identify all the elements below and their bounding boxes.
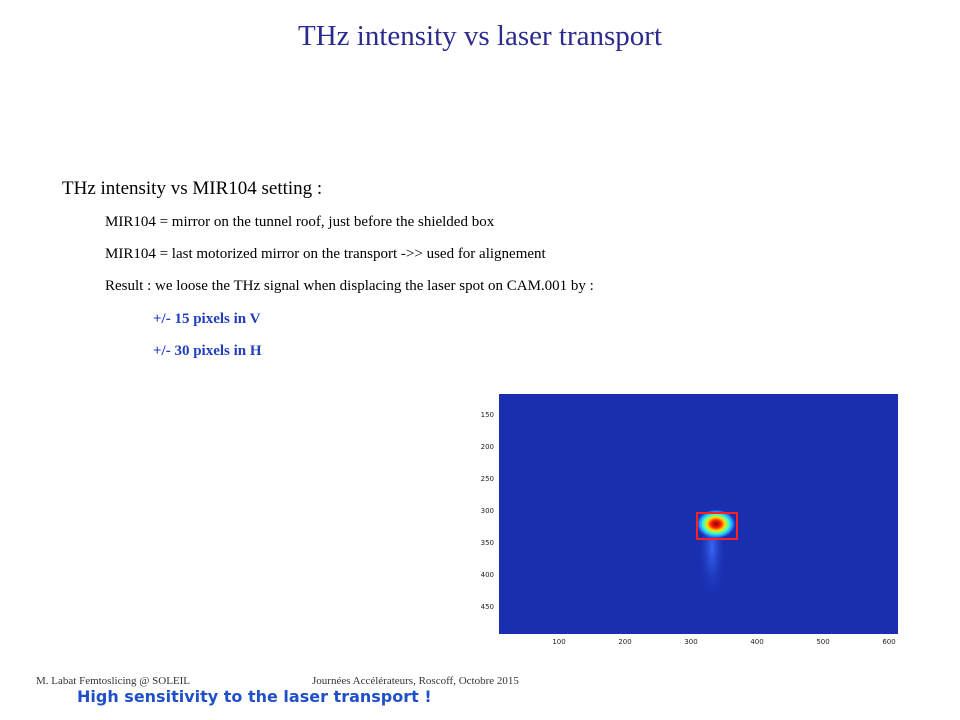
section-heading: THz intensity vs MIR104 setting :: [62, 178, 323, 199]
bullet-result: Result : we loose the THz signal when di…: [105, 278, 594, 294]
y-tick-label: 150: [481, 411, 494, 419]
sub-bullet-vertical: +/- 15 pixels in V: [153, 311, 261, 327]
footer-author: M. Labat Femtoslicing @ SOLEIL: [36, 675, 191, 687]
x-tick-label: 400: [750, 638, 763, 646]
y-axis-ticks: 150 200 250 300 350 400 450: [481, 411, 494, 611]
y-tick-label: 300: [481, 507, 494, 515]
bullet-mirror-location: MIR104 = mirror on the tunnel roof, just…: [105, 214, 495, 230]
y-tick-label: 450: [481, 603, 494, 611]
x-tick-label: 600: [882, 638, 895, 646]
tolerance-box: [696, 512, 738, 540]
camera-image: 150 200 250 300 350 400 450 100 200 300 400 500 600: [448, 384, 908, 652]
footer-event: Journées Accélérateurs, Roscoff, Octobre…: [312, 675, 519, 687]
conclusion-text: High sensitivity to the laser transport …: [77, 687, 432, 706]
x-tick-label: 300: [684, 638, 697, 646]
x-tick-label: 200: [618, 638, 631, 646]
y-tick-label: 250: [481, 475, 494, 483]
x-axis-ticks: 100 200 300 400 500 600: [552, 638, 895, 646]
camera-image-svg: 150 200 250 300 350 400 450 100 200 300 400 500 600: [481, 394, 898, 646]
sub-bullet-horizontal: +/- 30 pixels in H: [153, 343, 262, 359]
slide-title: THz intensity vs laser transport: [297, 20, 663, 52]
y-tick-label: 200: [481, 443, 494, 451]
laser-spot: [696, 509, 736, 539]
x-tick-label: 100: [552, 638, 565, 646]
x-tick-label: 500: [816, 638, 829, 646]
y-tick-label: 350: [481, 539, 494, 547]
bullet-mirror-role: MIR104 = last motorized mirror on the tr…: [105, 246, 546, 262]
y-tick-label: 400: [481, 571, 494, 579]
spot-tail: [700, 520, 724, 612]
